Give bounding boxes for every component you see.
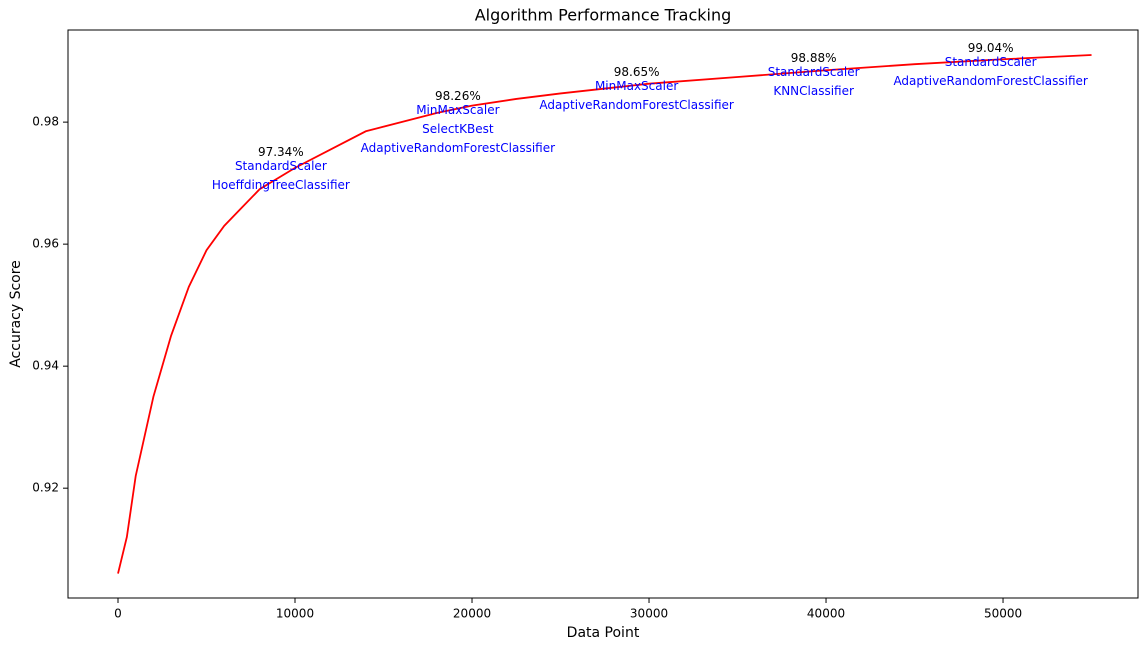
annotation-line: AdaptiveRandomForestClassifier bbox=[893, 74, 1087, 88]
y-tick-label: 0.96 bbox=[32, 237, 59, 251]
x-tick-label: 50000 bbox=[984, 607, 1022, 621]
annotation-line: StandardScaler bbox=[945, 55, 1037, 69]
y-tick-label: 0.92 bbox=[32, 481, 59, 495]
annotation-line: AdaptiveRandomForestClassifier bbox=[539, 98, 733, 112]
annotation-line: HoeffdingTreeClassifier bbox=[212, 178, 350, 192]
chart-title: Algorithm Performance Tracking bbox=[475, 6, 732, 25]
annotation-line: MinMaxScaler bbox=[416, 103, 499, 117]
y-tick-label: 0.98 bbox=[32, 115, 59, 129]
line bbox=[117, 54, 1092, 574]
plot-frame bbox=[67, 29, 1139, 599]
x-tick-label: 40000 bbox=[807, 607, 845, 621]
annotation-line: SelectKBest bbox=[422, 122, 494, 136]
annotation-line: StandardScaler bbox=[768, 65, 860, 79]
annotation-value: 97.34% bbox=[258, 145, 304, 159]
x-tick-label: 0 bbox=[114, 607, 122, 621]
y-axis-label: Accuracy Score bbox=[8, 260, 24, 368]
annotation-line: AdaptiveRandomForestClassifier bbox=[361, 141, 555, 155]
annotation-line: MinMaxScaler bbox=[595, 79, 678, 93]
annotation-line: KNNClassifier bbox=[773, 84, 854, 98]
x-tick-label: 10000 bbox=[276, 607, 314, 621]
annotation-value: 98.65% bbox=[614, 65, 660, 79]
annotation-line: StandardScaler bbox=[235, 159, 327, 173]
annotation-value: 99.04% bbox=[968, 41, 1014, 55]
x-axis-label: Data Point bbox=[567, 625, 640, 641]
annotation-value: 98.26% bbox=[435, 89, 481, 103]
x-tick-label: 20000 bbox=[453, 607, 491, 621]
y-tick-label: 0.94 bbox=[32, 359, 59, 373]
x-tick-label: 30000 bbox=[630, 607, 668, 621]
annotation-value: 98.88% bbox=[791, 51, 837, 65]
